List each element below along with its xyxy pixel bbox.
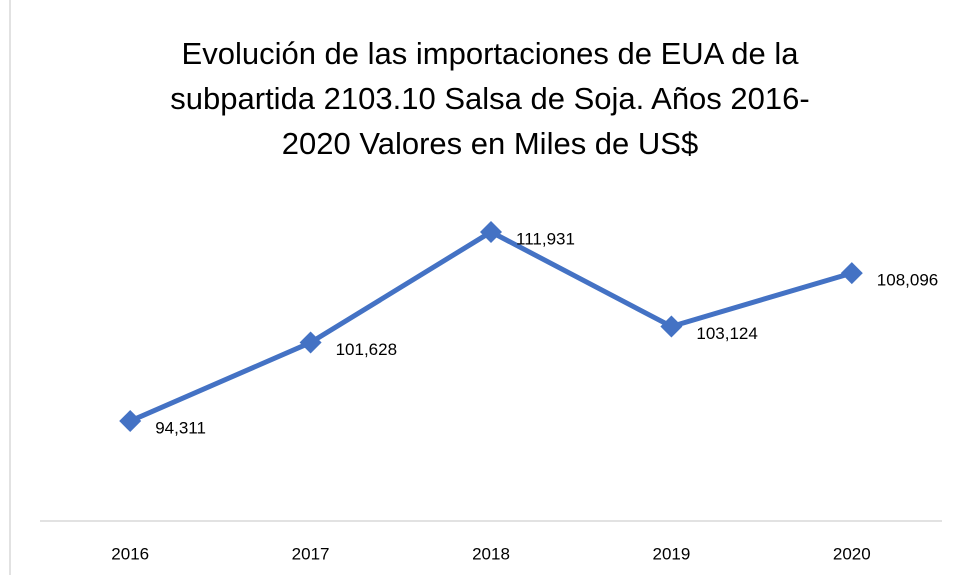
x-tick-label: 2016 [111,544,149,563]
data-label: 94,311 [155,419,206,438]
chart-title: subpartida 2103.10 Salsa de Soja. Años 2… [170,81,809,116]
x-tick-label: 2018 [472,544,510,563]
x-tick-label: 2019 [652,544,690,563]
data-label: 108,096 [877,271,938,290]
data-label: 101,628 [336,340,397,359]
marker [299,331,322,354]
chart-title: 2020 Valores en Miles de US$ [282,126,698,161]
marker [119,410,142,433]
chart-title: Evolución de las importaciones de EUA de… [182,36,800,71]
x-tick-label: 2020 [833,544,871,563]
x-tick-label: 2017 [292,544,330,563]
marker [480,220,502,243]
marker [840,262,863,285]
data-label: 103,124 [696,324,757,343]
data-label: 111,931 [516,229,575,248]
marker [660,315,683,338]
